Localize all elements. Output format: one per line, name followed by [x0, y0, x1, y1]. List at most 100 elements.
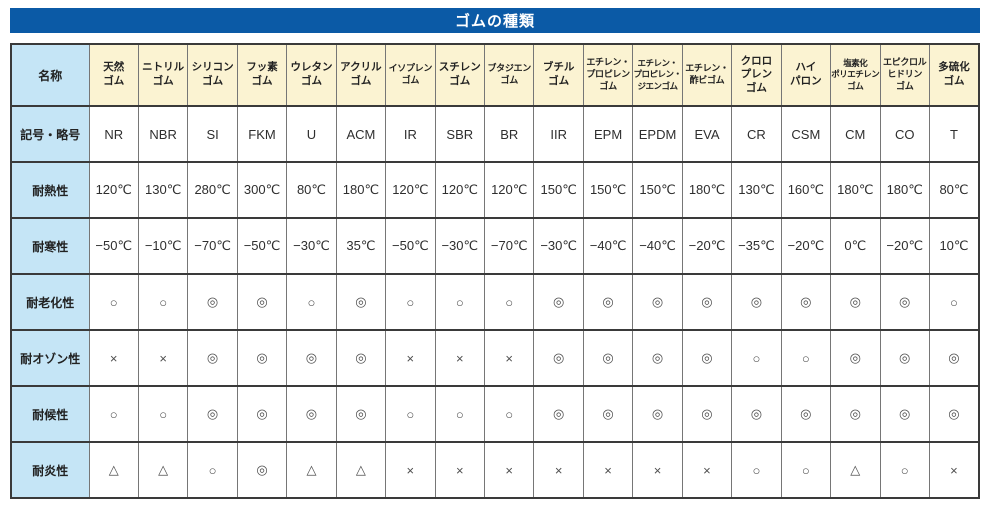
- table-row: 耐候性 ○ ○ ◎ ◎ ◎ ◎ ○ ○ ○ ◎ ◎ ◎ ◎ ◎ ◎ ◎ ◎ ◎: [10, 385, 980, 443]
- column-header: イソプレン ゴム: [385, 43, 436, 107]
- table-cell: ◎: [335, 329, 387, 387]
- column-header: エピクロル ヒドリン ゴム: [879, 43, 930, 107]
- table-cell: ×: [681, 441, 733, 499]
- title-bar: ゴムの種類: [10, 8, 980, 33]
- row-label: 耐老化性: [10, 273, 90, 331]
- table-cell: ×: [533, 441, 584, 499]
- table-cell: 180℃: [830, 161, 881, 219]
- table-cell: ◎: [731, 273, 782, 331]
- table-row: 記号・略号 NR NBR SI FKM U ACM IR SBR BR IIR EPM EPDM EVA C…: [10, 105, 980, 163]
- table-cell: IR: [385, 105, 436, 163]
- column-header: ハイ パロン: [780, 43, 832, 107]
- table-cell: ◎: [879, 273, 930, 331]
- table-cell: △: [335, 441, 387, 499]
- table-cell: 180℃: [335, 161, 387, 219]
- table-cell: ◎: [286, 329, 337, 387]
- table-cell: ◎: [830, 385, 881, 443]
- table-cell: −40℃: [582, 217, 634, 275]
- corner-name-label: 名称: [10, 43, 90, 107]
- table-cell: ○: [780, 441, 832, 499]
- table-row: 耐炎性 △ △ ○ ◎ △ △ × × × × × × × ○ ○ △ ○ ×: [10, 441, 980, 499]
- table-cell: 10℃: [928, 217, 980, 275]
- table-cell: ○: [780, 329, 832, 387]
- column-header: 塩素化 ポリエチレン ゴム: [830, 43, 881, 107]
- table-cell: BR: [483, 105, 535, 163]
- page-title: ゴムの種類: [454, 13, 535, 30]
- table-header: 名称 天然 ゴム ニトリル ゴム シリコン ゴム フッ素 ゴム ウレタン ゴム アクリル ゴ…: [10, 43, 980, 107]
- table-cell: △: [88, 441, 139, 499]
- table-cell: ×: [928, 441, 980, 499]
- table-cell: ◎: [187, 385, 238, 443]
- table-cell: ○: [434, 385, 486, 443]
- table-cell: −30℃: [434, 217, 486, 275]
- table-cell: ◎: [236, 329, 288, 387]
- table-cell: ○: [928, 273, 980, 331]
- table-cell: −30℃: [286, 217, 337, 275]
- table-cell: ○: [286, 273, 337, 331]
- table-body: 記号・略号 NR NBR SI FKM U ACM IR SBR BR IIR EPM EPDM EVA C…: [10, 105, 980, 499]
- table-cell: ◎: [928, 329, 980, 387]
- table-cell: NR: [88, 105, 139, 163]
- table-cell: △: [830, 441, 881, 499]
- column-header: アクリル ゴム: [335, 43, 387, 107]
- table-cell: ×: [632, 441, 683, 499]
- table-cell: ○: [731, 441, 782, 499]
- table-cell: ◎: [632, 329, 683, 387]
- table-cell: ◎: [582, 329, 634, 387]
- table-cell: FKM: [236, 105, 288, 163]
- column-header: 天然 ゴム: [88, 43, 139, 107]
- table-cell: ◎: [830, 329, 881, 387]
- table-cell: 280℃: [187, 161, 238, 219]
- table-cell: ○: [483, 385, 535, 443]
- table-cell: ×: [483, 329, 535, 387]
- table-cell: ◎: [731, 385, 782, 443]
- table-cell: ◎: [879, 385, 930, 443]
- table-cell: 120℃: [88, 161, 139, 219]
- table-cell: △: [137, 441, 189, 499]
- table-cell: ◎: [286, 385, 337, 443]
- table-cell: ×: [385, 329, 436, 387]
- table-cell: ◎: [533, 273, 584, 331]
- column-header: エチレン・ プロピレン ゴム: [582, 43, 634, 107]
- table-cell: ◎: [780, 385, 832, 443]
- row-label: 記号・略号: [10, 105, 90, 163]
- table-cell: ○: [137, 385, 189, 443]
- column-header: ブタジエン ゴム: [483, 43, 535, 107]
- table-cell: ○: [879, 441, 930, 499]
- table-cell: ◎: [780, 273, 832, 331]
- table-cell: U: [286, 105, 337, 163]
- table-cell: ×: [483, 441, 535, 499]
- column-header: エチレン・ 酢ビゴム: [681, 43, 733, 107]
- column-header: エチレン・ プロピレン・ ジエンゴム: [632, 43, 683, 107]
- table-cell: −50℃: [88, 217, 139, 275]
- table-cell: SBR: [434, 105, 486, 163]
- table-cell: 80℃: [286, 161, 337, 219]
- table-cell: ◎: [632, 273, 683, 331]
- table-cell: ◎: [533, 385, 584, 443]
- table-cell: ○: [88, 385, 139, 443]
- table-cell: ×: [385, 441, 436, 499]
- table-cell: −30℃: [533, 217, 584, 275]
- table-cell: 180℃: [681, 161, 733, 219]
- table-cell: IIR: [533, 105, 584, 163]
- table-cell: ◎: [879, 329, 930, 387]
- table-cell: ○: [434, 273, 486, 331]
- table-cell: 180℃: [879, 161, 930, 219]
- table-cell: ◎: [582, 273, 634, 331]
- row-label: 耐熱性: [10, 161, 90, 219]
- table-cell: −50℃: [385, 217, 436, 275]
- table-cell: 300℃: [236, 161, 288, 219]
- column-header: クロロ プレン ゴム: [731, 43, 782, 107]
- table-cell: EPM: [582, 105, 634, 163]
- table-cell: ×: [88, 329, 139, 387]
- table-cell: ◎: [928, 385, 980, 443]
- table-cell: ◎: [236, 441, 288, 499]
- table-cell: SI: [187, 105, 238, 163]
- table-cell: EPDM: [632, 105, 683, 163]
- table-cell: 130℃: [137, 161, 189, 219]
- column-header: スチレン ゴム: [434, 43, 486, 107]
- table-cell: ○: [187, 441, 238, 499]
- table-cell: 35℃: [335, 217, 387, 275]
- table-cell: ○: [385, 273, 436, 331]
- table-cell: CR: [731, 105, 782, 163]
